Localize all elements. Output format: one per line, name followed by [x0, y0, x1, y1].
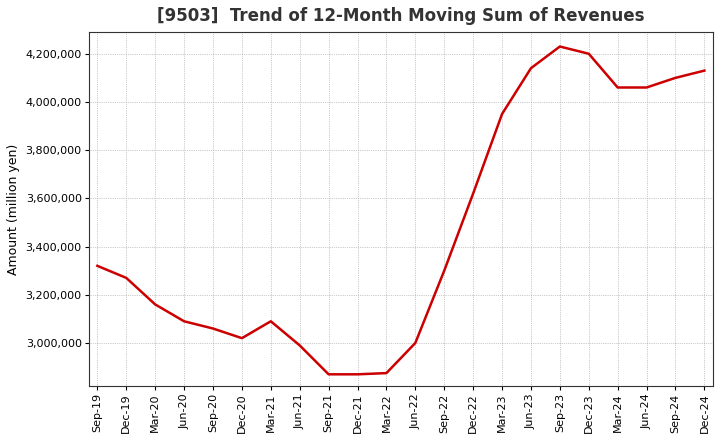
Y-axis label: Amount (million yen): Amount (million yen) — [7, 143, 20, 275]
Title: [9503]  Trend of 12-Month Moving Sum of Revenues: [9503] Trend of 12-Month Moving Sum of R… — [157, 7, 644, 25]
